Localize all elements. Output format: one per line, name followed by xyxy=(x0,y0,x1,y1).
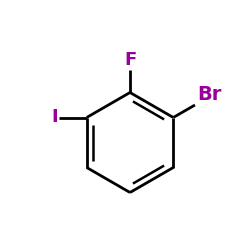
Text: F: F xyxy=(124,51,136,69)
Text: I: I xyxy=(51,108,58,126)
Text: Br: Br xyxy=(197,85,221,104)
